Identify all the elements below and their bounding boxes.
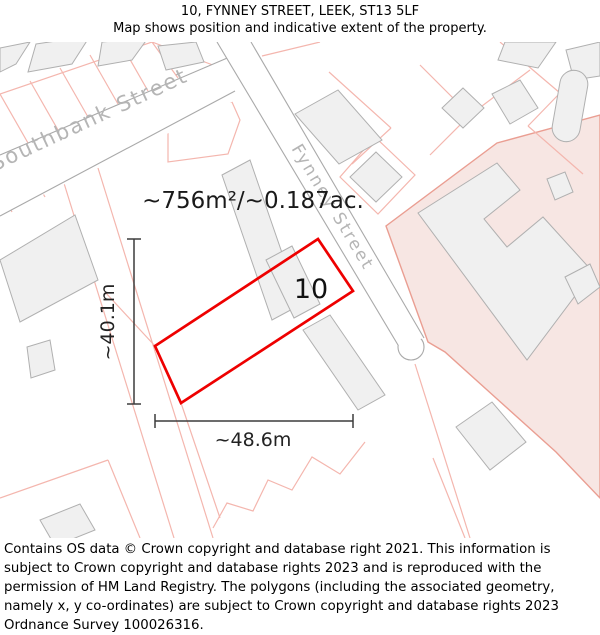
building	[551, 69, 589, 143]
building	[157, 42, 205, 71]
page-subtitle: Map shows position and indicative extent…	[113, 21, 487, 36]
property-outline	[153, 237, 355, 405]
parcel-line	[328, 71, 392, 129]
width-dimension	[154, 414, 354, 428]
building	[417, 162, 594, 361]
building	[26, 339, 56, 379]
parcel-line	[339, 136, 416, 215]
parcel-line	[527, 125, 584, 175]
parcel-line	[97, 167, 214, 538]
building	[564, 263, 600, 305]
street-southbank	[0, 50, 248, 216]
building	[0, 42, 31, 73]
street-fynney-edge	[216, 42, 399, 346]
area-label: ~756m²/~0.187ac.	[142, 188, 364, 214]
page-title: 10, FYNNEY STREET, LEEK, ST13 5LF	[180, 4, 420, 19]
parcel-line	[414, 363, 471, 538]
building	[302, 314, 386, 411]
width-dimension-label: ~48.6m	[215, 429, 292, 451]
building	[497, 42, 557, 69]
parcel-line	[59, 67, 89, 118]
building	[27, 42, 87, 73]
parcel-line	[261, 42, 321, 57]
parcel-line	[179, 399, 221, 519]
building	[294, 89, 383, 165]
parcel-line	[29, 80, 59, 131]
building	[441, 87, 485, 129]
building	[455, 401, 527, 471]
street-southbank-edge	[0, 55, 233, 156]
height-dimension-label: ~40.1m	[97, 284, 119, 361]
building	[0, 214, 99, 323]
building	[39, 503, 96, 538]
map-canvas: Southbank Street Fynney Street ~40.1m ~4…	[0, 42, 600, 538]
street-fynney-edge	[250, 42, 425, 339]
building	[491, 79, 539, 125]
map-header: 10, FYNNEY STREET, LEEK, ST13 5LF Map sh…	[0, 0, 600, 42]
parcel-line	[527, 92, 561, 127]
parcel-line	[432, 457, 466, 538]
parcel-line	[0, 459, 109, 499]
building	[349, 151, 403, 203]
plot-number-label: 10	[294, 274, 328, 305]
parcel-line	[107, 459, 141, 538]
parcel-line	[104, 291, 156, 347]
street-fynney	[217, 42, 424, 345]
height-dimension	[127, 238, 141, 405]
building	[546, 171, 574, 201]
parcel-line	[0, 93, 29, 144]
building	[97, 42, 146, 67]
copyright-notice: Contains OS data © Crown copyright and d…	[4, 542, 559, 633]
street-southbank-edge	[0, 90, 236, 217]
parcel-line	[89, 54, 119, 105]
parcel-line	[212, 441, 366, 529]
